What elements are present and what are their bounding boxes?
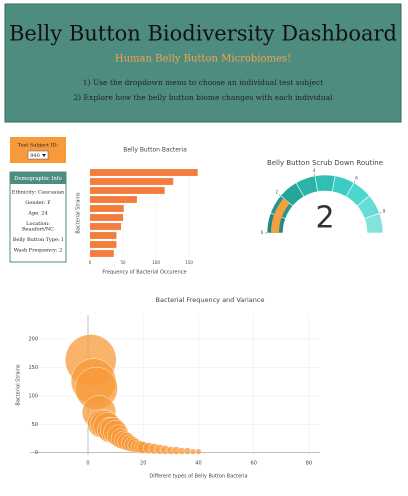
gauge-tick-label: 0	[261, 230, 264, 235]
demographic-title: Demographic Info	[14, 176, 61, 182]
bar	[90, 214, 124, 221]
header-title: Belly Button Biodiversity Dashboard	[9, 22, 397, 46]
bubble	[183, 447, 192, 455]
header-panel	[4, 3, 402, 123]
y-axis-label: Bacterial Strains	[16, 364, 22, 406]
x-tick-label: 20	[140, 461, 146, 467]
x-tick-label: 40	[195, 461, 201, 467]
x-tick-label: 50	[120, 260, 126, 265]
x-tick-label: 0	[89, 260, 92, 265]
gauge-band	[364, 212, 384, 234]
dropdown-value[interactable]: 940	[30, 153, 40, 159]
demographic-line: Wash Frequency: 2	[14, 248, 63, 254]
bubble	[195, 448, 202, 455]
demographic-line: Ethnicity: Caucasian	[12, 190, 65, 196]
chart-title: Belly Button Scrub Down Routine	[267, 159, 383, 167]
y-axis-label: Bacterial Strains	[76, 192, 82, 234]
instruction: 1) Use the dropdown menu to choose an in…	[83, 78, 323, 87]
chart-title: Bacterial Frequency and Variance	[156, 296, 265, 304]
dropdown-arrow[interactable]	[42, 154, 46, 157]
gauge-value-bar	[271, 198, 290, 233]
bar	[90, 205, 124, 212]
x-tick-label: 60	[251, 461, 257, 467]
y-tick-label: 200	[28, 336, 38, 342]
y-tick-label: 100	[28, 393, 38, 399]
bar	[90, 250, 114, 257]
bar	[90, 196, 137, 203]
bubble	[189, 448, 196, 455]
bar	[90, 241, 117, 248]
x-tick-label: 150	[185, 260, 193, 265]
gauge-tick-label: 4	[313, 168, 316, 173]
gauge-tick-label: 6	[355, 175, 358, 180]
x-axis-label: Different types of Belly Button Bacteria	[149, 474, 247, 480]
gauge-tick	[379, 212, 382, 214]
gauge-tick	[353, 180, 356, 183]
demographic-line: Beaufort/NC	[22, 227, 54, 233]
x-tick-label: 100	[152, 260, 160, 265]
bar	[90, 187, 165, 194]
gauge-tick-label: 2	[275, 190, 278, 195]
bar	[90, 169, 198, 176]
y-tick-label: 0	[35, 450, 38, 456]
demographic-line: Age: 24	[27, 211, 47, 217]
bar	[90, 223, 122, 230]
x-axis-label: Frequency of Bacterial Occurence	[102, 270, 186, 276]
y-tick-label: 50	[32, 422, 38, 428]
dropdown[interactable]	[27, 150, 49, 160]
header-subtitle: Human Belly Button Microbiomes!	[115, 54, 291, 65]
x-tick-label: 0	[86, 461, 89, 467]
bar	[90, 178, 174, 185]
selector-label: Test Subject ID:	[18, 143, 59, 149]
x-tick-label: 80	[306, 461, 312, 467]
gauge-tick-label: 8	[383, 208, 386, 213]
gauge-tick	[278, 194, 281, 196]
gauge-value: 2	[315, 201, 334, 236]
demographic-line: Gender: F	[25, 200, 51, 206]
y-tick-label: 150	[28, 365, 38, 371]
demographic-line: Location:	[26, 221, 50, 227]
chart-title: Belly Button Bacteria	[123, 147, 187, 154]
gauge-band	[314, 174, 336, 192]
demographic-header	[10, 172, 66, 184]
demographic-line: Belly Button Type: I	[13, 237, 64, 243]
bar	[90, 232, 117, 239]
instruction: 2) Explore how the belly button biome ch…	[73, 93, 333, 102]
